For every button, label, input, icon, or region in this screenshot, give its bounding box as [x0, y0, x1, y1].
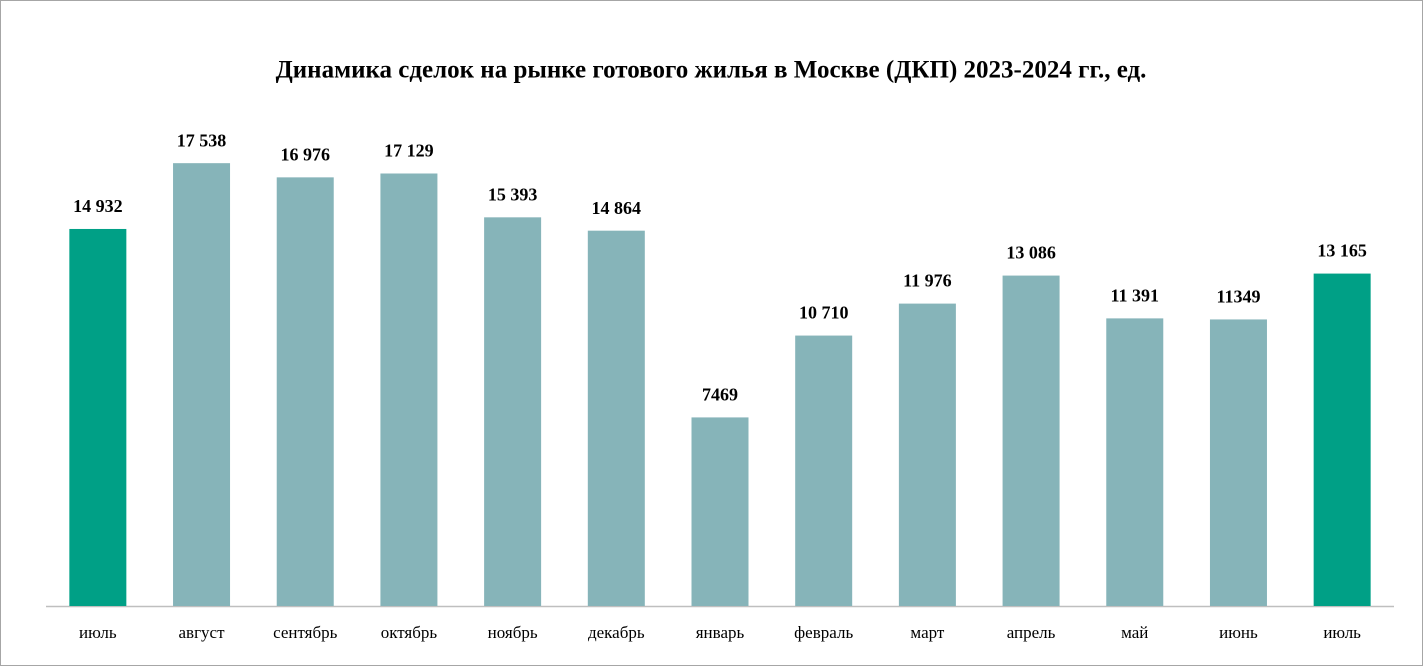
bar [691, 417, 749, 606]
bar [1002, 275, 1060, 606]
bar [276, 177, 334, 606]
x-tick-label: октябрь [381, 623, 438, 642]
bar [69, 228, 127, 607]
x-tick-label: апрель [1007, 623, 1056, 642]
value-label: 11 391 [1111, 286, 1160, 306]
x-tick-label: июль [79, 623, 117, 642]
x-tick-label: сентябрь [273, 623, 338, 642]
value-label: 15 393 [488, 184, 538, 204]
value-label: 17 538 [177, 130, 227, 150]
bar [898, 303, 956, 606]
x-tick-label: декабрь [588, 623, 645, 642]
value-label: 13 165 [1317, 241, 1367, 261]
x-tick-label: июль [1323, 623, 1361, 642]
bar [1209, 319, 1267, 606]
value-label: 13 086 [1006, 243, 1056, 263]
x-tick-label: май [1121, 623, 1148, 642]
x-tick-label: ноябрь [488, 623, 538, 642]
chart-title: Динамика сделок на рынке готового жилья … [276, 57, 1147, 84]
x-tick-label: февраль [794, 623, 853, 642]
bar [380, 173, 438, 607]
value-label: 7469 [702, 385, 738, 405]
bar [484, 217, 542, 606]
x-tick-label: март [910, 623, 944, 642]
value-label: 16 976 [280, 144, 330, 164]
bar [1313, 273, 1371, 606]
bar [1106, 318, 1164, 606]
value-label: 14 932 [73, 196, 123, 216]
value-label: 11 976 [903, 271, 952, 291]
value-label: 10 710 [799, 303, 849, 323]
value-label: 11349 [1216, 287, 1260, 307]
x-tick-label: июнь [1219, 623, 1258, 642]
x-tick-label: август [179, 623, 226, 642]
bar [173, 163, 231, 606]
value-label: 14 864 [592, 198, 642, 218]
value-label: 17 129 [384, 141, 434, 161]
bar [587, 230, 645, 606]
x-tick-label: январь [696, 623, 745, 642]
bar [795, 335, 853, 606]
